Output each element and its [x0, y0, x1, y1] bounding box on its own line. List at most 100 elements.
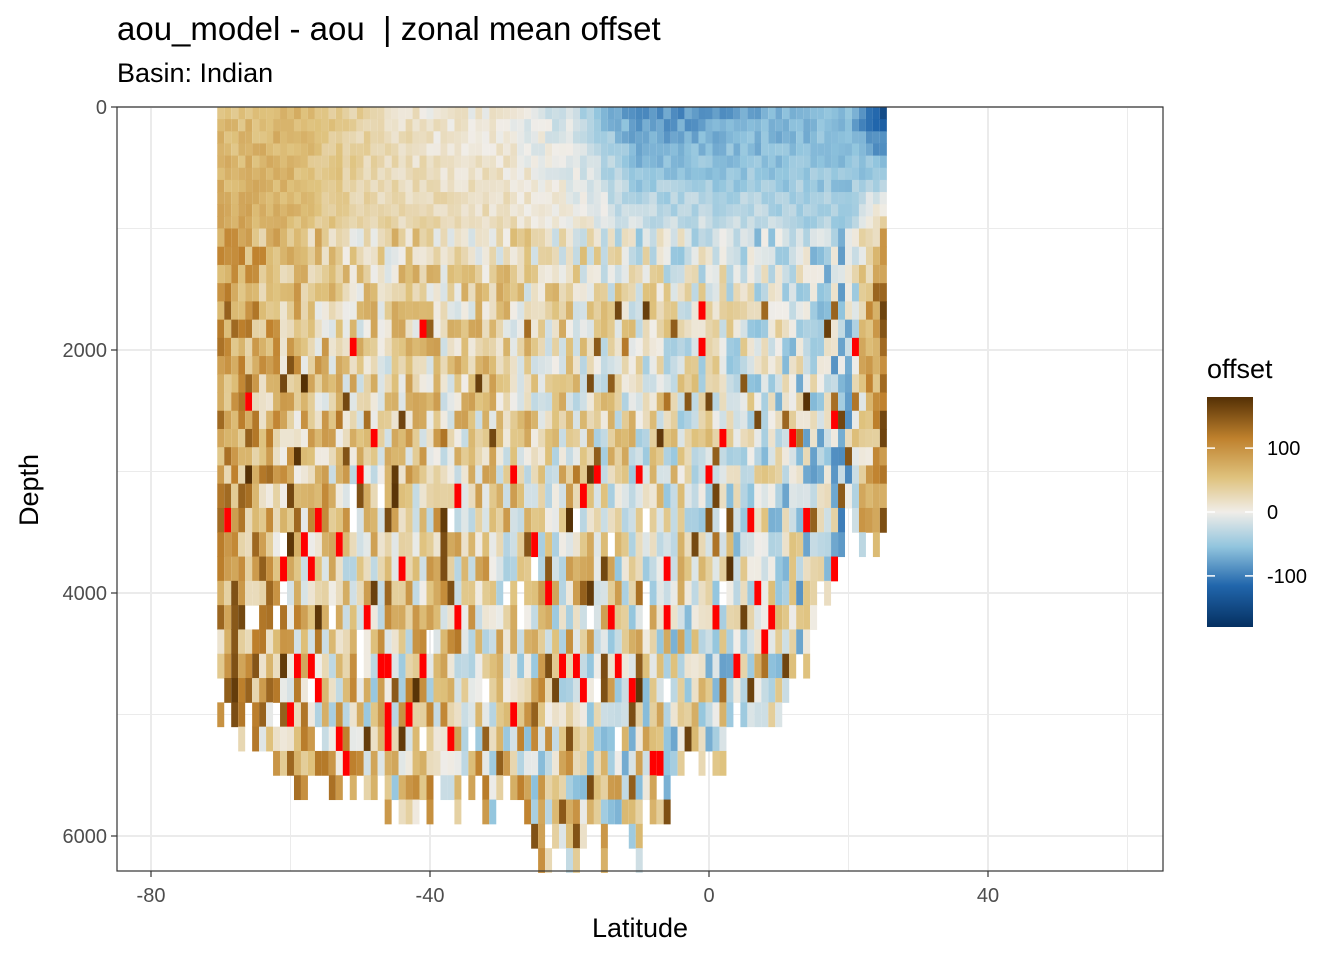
heatmap-cell — [559, 465, 567, 485]
heatmap-cell — [831, 410, 839, 430]
heatmap-cell — [649, 119, 657, 132]
heatmap-cell — [287, 507, 294, 533]
heatmap-cell — [705, 155, 713, 169]
heatmap-cell — [747, 392, 755, 412]
heatmap-cell — [426, 447, 434, 466]
heatmap-cell — [684, 556, 692, 582]
heatmap-cell — [775, 410, 783, 430]
heatmap-cell — [489, 702, 497, 728]
heatmap-cell — [712, 447, 720, 466]
heatmap-cell — [419, 702, 427, 728]
heatmap-cell — [719, 653, 727, 679]
heatmap-cell — [851, 465, 859, 485]
heatmap-cell — [740, 428, 748, 448]
heatmap-cell — [433, 465, 441, 485]
heatmap-cell — [510, 356, 518, 375]
heatmap-cell — [684, 192, 692, 205]
heatmap-cell — [614, 264, 622, 284]
heatmap-cell — [642, 107, 650, 120]
heatmap-cell — [461, 264, 469, 284]
heatmap-cell — [335, 301, 343, 321]
heatmap-cell — [600, 179, 608, 193]
heatmap-cell — [482, 192, 490, 205]
heatmap-cell — [398, 356, 406, 375]
heatmap-cell — [677, 447, 685, 466]
heatmap-cell — [628, 216, 636, 229]
heatmap-cell — [307, 264, 315, 284]
heatmap-cell — [782, 246, 790, 266]
heatmap-cell — [552, 653, 560, 679]
heatmap-cell — [419, 119, 427, 132]
heatmap-cell — [419, 374, 427, 394]
heatmap-cell — [482, 119, 490, 132]
heatmap-cell — [482, 204, 490, 217]
heatmap-cell — [572, 301, 580, 321]
heatmap-cell — [642, 775, 650, 801]
heatmap-cell — [775, 465, 783, 485]
heatmap-cell — [566, 374, 573, 394]
heatmap-cell — [538, 483, 546, 509]
heatmap-cell — [559, 319, 567, 339]
heatmap-cell — [579, 155, 587, 169]
heatmap-cell — [280, 605, 288, 630]
heatmap-cell — [356, 131, 364, 144]
heatmap-cell — [649, 605, 657, 630]
heatmap-cell — [335, 483, 343, 509]
heatmap-cell — [475, 155, 483, 169]
heatmap-cell — [545, 483, 553, 509]
heatmap-cell — [768, 605, 776, 630]
heatmap-cell — [858, 246, 866, 266]
heatmap-cell — [719, 155, 727, 169]
heatmap-cell — [475, 246, 483, 266]
heatmap-cell — [796, 143, 804, 157]
heatmap-cell — [733, 356, 741, 375]
heatmap-cell — [307, 447, 315, 466]
heatmap-cell — [384, 678, 392, 703]
heatmap-cell — [796, 204, 804, 217]
heatmap-cell — [266, 374, 274, 394]
heatmap-cell — [600, 653, 608, 679]
heatmap-cell — [363, 216, 371, 229]
heatmap-cell — [677, 264, 685, 284]
heatmap-cell — [224, 374, 232, 394]
heatmap-cell — [803, 167, 811, 181]
heatmap-cell — [349, 775, 357, 801]
heatmap-cell — [872, 337, 880, 357]
heatmap-cell — [412, 167, 420, 181]
heatmap-cell — [872, 131, 880, 144]
heatmap-cell — [517, 428, 525, 448]
heatmap-cell — [280, 246, 288, 266]
heatmap-cell — [510, 629, 518, 655]
heatmap-cell — [621, 678, 629, 703]
heatmap-cell — [754, 167, 762, 181]
heatmap-cell — [217, 301, 225, 321]
heatmap-cell — [552, 678, 560, 703]
heatmap-cell — [433, 507, 441, 533]
heatmap-cell — [642, 678, 650, 703]
heatmap-cell — [461, 155, 469, 169]
heatmap-cell — [440, 192, 448, 205]
heatmap-cell — [698, 192, 706, 205]
heatmap-cell — [217, 580, 225, 606]
heatmap-cell — [356, 155, 364, 169]
heatmap-cell — [287, 750, 294, 776]
heatmap-cell — [761, 605, 769, 630]
heatmap-cell — [789, 204, 797, 217]
heatmap-cell — [817, 356, 825, 375]
heatmap-cell — [391, 483, 399, 509]
heatmap-cell — [600, 192, 608, 205]
heatmap-cell — [810, 410, 818, 430]
heatmap-cell — [384, 246, 392, 266]
heatmap-cell — [831, 465, 839, 485]
heatmap-cell — [726, 605, 734, 630]
heatmap-cell — [566, 228, 573, 248]
heatmap-cell — [496, 143, 504, 157]
heatmap-cell — [321, 702, 329, 728]
heatmap-cell — [566, 283, 573, 302]
heatmap-cell — [461, 107, 469, 120]
heatmap-cell — [273, 465, 281, 485]
heatmap-cell — [566, 119, 573, 132]
heatmap-cell — [656, 131, 664, 144]
heatmap-cell — [538, 702, 546, 728]
heatmap-cell — [754, 319, 762, 339]
